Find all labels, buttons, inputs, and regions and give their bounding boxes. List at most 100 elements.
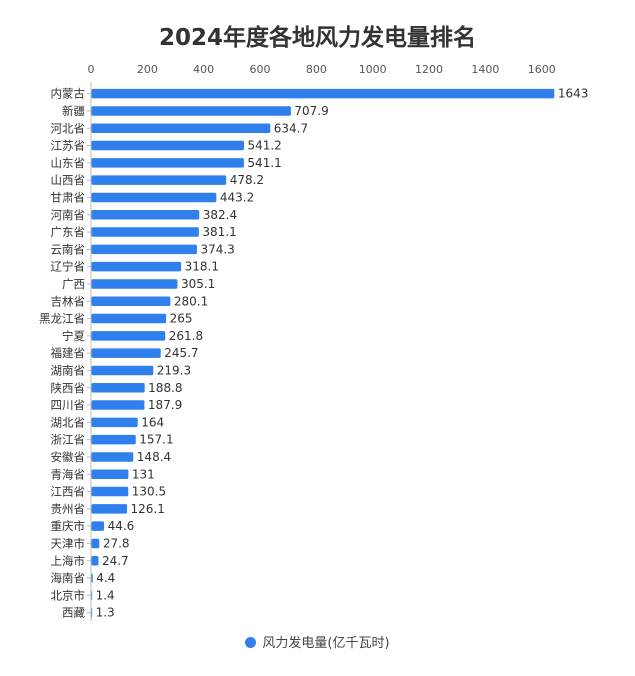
value-label: 131 — [132, 467, 155, 481]
category-label: 西藏 — [62, 606, 85, 620]
category-label: 广东省 — [51, 225, 86, 239]
x-tick-label: 200 — [137, 63, 158, 76]
chart-title: 2024年度各地风力发电量排名 — [158, 25, 476, 51]
category-label: 山东省 — [51, 156, 86, 170]
value-label: 541.2 — [247, 139, 281, 153]
category-label: 黑龙江省 — [39, 312, 85, 326]
x-tick-label: 1200 — [415, 63, 443, 76]
category-label: 云南省 — [51, 242, 86, 256]
bar — [91, 244, 197, 255]
bar — [91, 296, 171, 306]
bar — [91, 227, 199, 237]
value-label: 707.9 — [294, 104, 328, 118]
bar — [91, 521, 105, 531]
bar — [91, 88, 555, 99]
bar — [91, 538, 100, 549]
bar — [91, 573, 93, 583]
value-label: 27.8 — [103, 536, 130, 550]
category-label: 贵州省 — [51, 502, 86, 516]
bar — [91, 140, 244, 151]
category-label: 甘肃省 — [51, 190, 86, 204]
category-label: 内蒙古 — [51, 87, 86, 101]
category-label: 江西省 — [51, 485, 86, 499]
bar — [91, 400, 145, 410]
x-tick-label: 0 — [88, 63, 95, 76]
category-label: 青海省 — [51, 467, 86, 481]
category-label: 河南省 — [51, 208, 86, 222]
bar — [91, 607, 93, 618]
value-label: 634.7 — [274, 121, 308, 135]
bar — [91, 192, 217, 203]
category-label: 天津市 — [51, 536, 86, 550]
bar — [91, 469, 129, 479]
category-label: 辽宁省 — [51, 260, 86, 274]
category-label: 重庆市 — [51, 519, 86, 533]
category-label: 宁夏 — [62, 329, 85, 343]
category-label: 陕西省 — [51, 381, 86, 395]
category-label: 山西省 — [51, 173, 86, 187]
bar — [91, 279, 178, 289]
bar — [91, 383, 145, 393]
bar — [91, 175, 227, 185]
value-label: 305.1 — [181, 277, 215, 291]
value-label: 157.1 — [139, 433, 173, 447]
category-label: 吉林省 — [51, 294, 86, 308]
bar — [91, 417, 138, 428]
bar — [91, 210, 200, 220]
category-label: 河北省 — [51, 121, 86, 135]
x-tick-label: 800 — [306, 63, 327, 76]
category-label: 北京市 — [51, 588, 86, 602]
bar — [91, 313, 167, 324]
category-label: 安徽省 — [51, 450, 86, 464]
x-tick-label: 1000 — [359, 63, 387, 76]
value-label: 261.8 — [169, 329, 203, 343]
value-label: 130.5 — [132, 485, 166, 499]
value-label: 443.2 — [220, 190, 254, 204]
bar — [91, 123, 271, 133]
value-label: 245.7 — [164, 346, 198, 360]
value-label: 265 — [170, 312, 193, 326]
value-label: 318.1 — [185, 260, 219, 274]
category-label: 湖北省 — [51, 415, 86, 429]
bar — [91, 486, 129, 497]
category-label: 湖南省 — [51, 363, 86, 377]
category-label: 广西 — [62, 277, 85, 291]
bar — [91, 158, 244, 168]
value-label: 4.4 — [96, 571, 115, 585]
category-label: 四川省 — [51, 398, 86, 412]
x-tick-label: 1600 — [528, 63, 556, 76]
value-label: 148.4 — [137, 450, 171, 464]
legend[interactable]: 风力发电量(亿千瓦时) — [0, 632, 635, 651]
value-label: 187.9 — [148, 398, 182, 412]
bar — [91, 106, 291, 116]
value-label: 382.4 — [203, 208, 237, 222]
value-label: 478.2 — [230, 173, 264, 187]
bar — [91, 261, 182, 272]
bar — [91, 365, 154, 376]
value-label: 164 — [141, 415, 164, 429]
value-label: 24.7 — [102, 554, 129, 568]
legend-marker-icon — [245, 637, 257, 648]
category-label: 江苏省 — [51, 139, 86, 153]
category-label: 浙江省 — [51, 433, 86, 447]
value-label: 541.1 — [247, 156, 281, 170]
value-label: 381.1 — [202, 225, 236, 239]
value-label: 1.4 — [96, 588, 115, 602]
category-label: 上海市 — [51, 554, 86, 568]
bar — [91, 434, 136, 445]
bar — [91, 348, 161, 358]
value-label: 374.3 — [200, 242, 234, 256]
category-label: 新疆 — [62, 104, 85, 118]
value-label: 1643 — [558, 87, 589, 101]
category-label: 福建省 — [51, 346, 86, 360]
x-tick-label: 400 — [193, 63, 214, 76]
legend-label: 风力发电量(亿千瓦时) — [262, 636, 390, 651]
bar — [91, 331, 166, 341]
x-tick-label: 600 — [250, 63, 271, 76]
value-label: 219.3 — [157, 363, 191, 377]
value-label: 44.6 — [108, 519, 135, 533]
value-label: 1.3 — [96, 606, 115, 620]
category-label: 海南省 — [51, 571, 86, 585]
value-label: 126.1 — [131, 502, 165, 516]
